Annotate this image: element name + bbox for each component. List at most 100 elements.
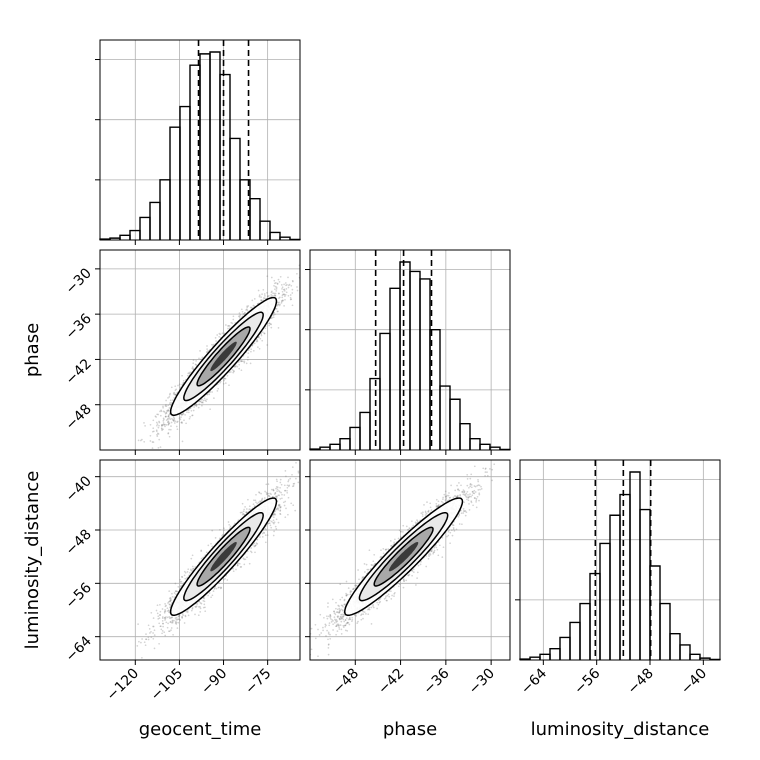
hist-bar-luminosity_distance-3 bbox=[549, 648, 561, 660]
sample-point bbox=[162, 423, 165, 426]
sample-point bbox=[169, 399, 172, 402]
hist-panel-geocent_time bbox=[95, 39, 301, 245]
sample-point bbox=[274, 294, 277, 297]
hist-bar-luminosity_distance-15 bbox=[669, 632, 681, 660]
sample-point bbox=[189, 416, 191, 418]
sample-point bbox=[187, 372, 190, 375]
sample-point bbox=[176, 421, 178, 423]
sample-point bbox=[162, 405, 164, 408]
hist-bar-phase-14 bbox=[449, 398, 461, 450]
sample-point bbox=[219, 528, 221, 531]
sample-point bbox=[161, 632, 163, 635]
sample-point bbox=[262, 297, 265, 299]
sample-point bbox=[282, 293, 284, 296]
sample-point bbox=[161, 428, 163, 430]
sample-point bbox=[180, 414, 183, 416]
sample-point bbox=[268, 322, 271, 325]
sample-point bbox=[286, 283, 288, 286]
sample-point bbox=[236, 365, 239, 368]
hist-bar-luminosity_distance-8 bbox=[599, 542, 611, 660]
sample-point bbox=[158, 424, 160, 427]
sample-point bbox=[116, 463, 118, 465]
sample-point bbox=[190, 371, 192, 374]
y-tick-label-phase-1: −42 bbox=[63, 356, 95, 388]
sample-point bbox=[162, 422, 165, 424]
sample-point bbox=[269, 323, 272, 325]
sample-point bbox=[275, 308, 278, 310]
sample-point bbox=[275, 496, 278, 498]
y-tick-label-phase-2: −36 bbox=[63, 311, 95, 343]
sample-point bbox=[168, 417, 171, 419]
sample-point bbox=[168, 615, 171, 618]
sample-point bbox=[192, 409, 195, 412]
sample-point bbox=[168, 409, 170, 412]
hist-bar-luminosity_distance-7 bbox=[589, 572, 601, 660]
sample-point bbox=[223, 377, 226, 380]
sample-point bbox=[243, 508, 245, 511]
sample-point bbox=[258, 491, 260, 493]
sample-point bbox=[219, 380, 222, 383]
hist-bar-phase-13 bbox=[439, 385, 451, 450]
sample-point bbox=[219, 381, 221, 384]
sample-point bbox=[173, 619, 175, 622]
sample-point bbox=[195, 403, 198, 406]
x-tick-label-luminosity_distance-3: −40 bbox=[678, 666, 710, 698]
sample-point bbox=[161, 424, 164, 426]
sample-point bbox=[246, 305, 248, 308]
sample-point bbox=[164, 405, 167, 407]
sample-point bbox=[195, 404, 198, 406]
sample-point bbox=[174, 420, 177, 423]
sample-point bbox=[173, 416, 175, 419]
sample-point bbox=[227, 324, 230, 327]
sample-point bbox=[167, 424, 170, 426]
sample-point bbox=[174, 582, 177, 585]
sample-point bbox=[263, 332, 266, 335]
sample-point bbox=[278, 490, 281, 493]
sample-point bbox=[168, 630, 171, 633]
sample-point bbox=[176, 627, 179, 629]
sample-point bbox=[275, 282, 277, 284]
sample-point bbox=[266, 344, 269, 346]
hist-bar-luminosity_distance-10 bbox=[619, 493, 631, 660]
sample-point bbox=[284, 516, 287, 519]
sample-point bbox=[176, 428, 179, 431]
sample-point bbox=[224, 382, 227, 384]
hist-bar-phase-5 bbox=[359, 411, 371, 450]
sample-point bbox=[240, 360, 243, 362]
sample-point bbox=[291, 279, 294, 282]
sample-point bbox=[206, 398, 208, 401]
sample-point bbox=[281, 286, 284, 289]
sample-point bbox=[174, 393, 176, 396]
sample-point bbox=[287, 286, 290, 289]
sample-point bbox=[272, 519, 275, 522]
sample-point bbox=[181, 612, 184, 615]
sample-point bbox=[280, 299, 283, 302]
sample-point bbox=[206, 348, 208, 350]
sample-point bbox=[263, 297, 266, 300]
hist-bar-phase-2 bbox=[329, 443, 341, 450]
sample-point bbox=[296, 289, 299, 292]
sample-point bbox=[284, 489, 286, 492]
sample-point bbox=[272, 294, 274, 297]
sample-point bbox=[199, 400, 201, 403]
sample-point bbox=[252, 304, 255, 307]
sample-point bbox=[226, 374, 229, 377]
sample-point bbox=[168, 422, 171, 424]
sample-point bbox=[192, 359, 195, 362]
sample-point bbox=[156, 413, 158, 416]
sample-point bbox=[144, 644, 147, 647]
sample-point bbox=[167, 415, 170, 417]
sample-point bbox=[164, 423, 166, 426]
hist-bar-geocent_time-4 bbox=[139, 216, 151, 240]
sample-point bbox=[141, 638, 143, 640]
sample-point bbox=[243, 360, 246, 363]
sample-point bbox=[211, 343, 213, 346]
sample-point bbox=[145, 638, 148, 641]
sample-point bbox=[156, 424, 158, 427]
sample-point bbox=[152, 419, 155, 422]
sample-point bbox=[195, 363, 197, 366]
sample-point bbox=[180, 421, 183, 424]
sample-point bbox=[277, 303, 279, 306]
sample-point bbox=[286, 484, 289, 487]
